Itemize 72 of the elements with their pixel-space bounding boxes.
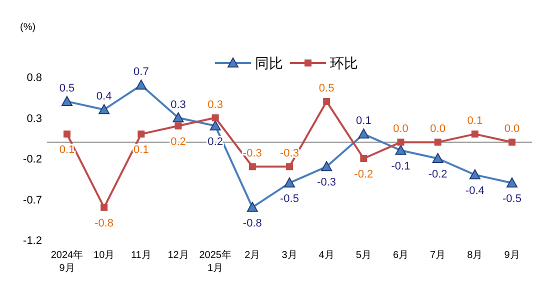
point (136, 80, 147, 90)
x-tick-label: 10月 (94, 250, 115, 261)
y-tick-label: -1.2 (23, 235, 42, 247)
x-tick-label: 5月 (356, 250, 372, 261)
data-label: -0.5 (502, 192, 522, 205)
data-label: -0.8 (242, 217, 262, 230)
x-tick-label: 4月 (318, 250, 334, 261)
data-label: 0.1 (467, 115, 483, 128)
point (471, 130, 478, 138)
y-axis-title: (%) (20, 22, 36, 33)
data-label: 0.3 (170, 98, 186, 111)
point (210, 120, 221, 130)
data-label: 0.5 (59, 82, 75, 94)
y-tick-label: 0.8 (26, 72, 42, 84)
point (395, 144, 406, 155)
point (286, 163, 293, 170)
data-label: 0.1 (59, 144, 75, 156)
point (323, 98, 330, 105)
point (172, 112, 184, 122)
data-label: -0.3 (317, 176, 336, 189)
point (64, 130, 70, 138)
data-label: 0.4 (96, 90, 112, 103)
x-tick-label: 2024年 9月 (50, 249, 84, 274)
point (397, 138, 404, 146)
x-tick-label: 9月 (504, 250, 520, 261)
x-tick-label: 3月 (282, 250, 298, 261)
point (100, 204, 108, 211)
data-label: 0.0 (393, 123, 408, 136)
point (469, 169, 480, 180)
y-tick-label: 0.3 (26, 112, 42, 125)
x-tick-label: 11月 (130, 250, 152, 261)
data-label: -0.4 (465, 184, 484, 197)
data-label: 0.0 (504, 123, 520, 136)
x-tick-label: 8月 (467, 250, 483, 261)
data-label: 0.1 (134, 144, 149, 156)
data-label: 0.0 (430, 123, 446, 136)
data-label: 0.2 (170, 136, 186, 148)
point (138, 130, 145, 138)
data-label: -0.3 (242, 148, 262, 160)
data-label: -0.2 (428, 168, 448, 180)
x-tick-label: 6月 (392, 250, 409, 261)
data-label: -0.5 (280, 192, 299, 205)
data-label: 0.3 (208, 98, 223, 111)
data-label: 0.2 (208, 136, 223, 148)
point (506, 177, 518, 188)
data-label: 0.1 (356, 115, 372, 128)
legend-label: 环比 (330, 55, 358, 71)
x-tick-label: 2025年 1月 (199, 249, 232, 274)
point (212, 114, 219, 122)
data-label: 0.7 (134, 66, 149, 78)
point (358, 128, 370, 139)
data-label: -0.1 (391, 160, 410, 172)
x-tick-label: 7月 (430, 250, 446, 261)
point (284, 177, 295, 188)
y-tick-label: -0.7 (23, 194, 42, 206)
point (432, 153, 444, 163)
point (508, 138, 516, 146)
point (62, 96, 72, 106)
point (321, 161, 332, 172)
point (434, 138, 442, 146)
point (98, 104, 110, 114)
data-label: 0.5 (318, 82, 334, 94)
point (174, 122, 182, 130)
data-label: -0.8 (94, 217, 114, 230)
x-tick-label: 12月 (168, 250, 189, 261)
legend-label: 同比 (255, 55, 283, 71)
x-tick-label: 2月 (244, 250, 260, 261)
point (360, 155, 368, 162)
data-label: -0.2 (354, 168, 374, 180)
point (246, 202, 258, 212)
y-tick-label: -0.2 (23, 154, 42, 166)
point (248, 163, 256, 170)
